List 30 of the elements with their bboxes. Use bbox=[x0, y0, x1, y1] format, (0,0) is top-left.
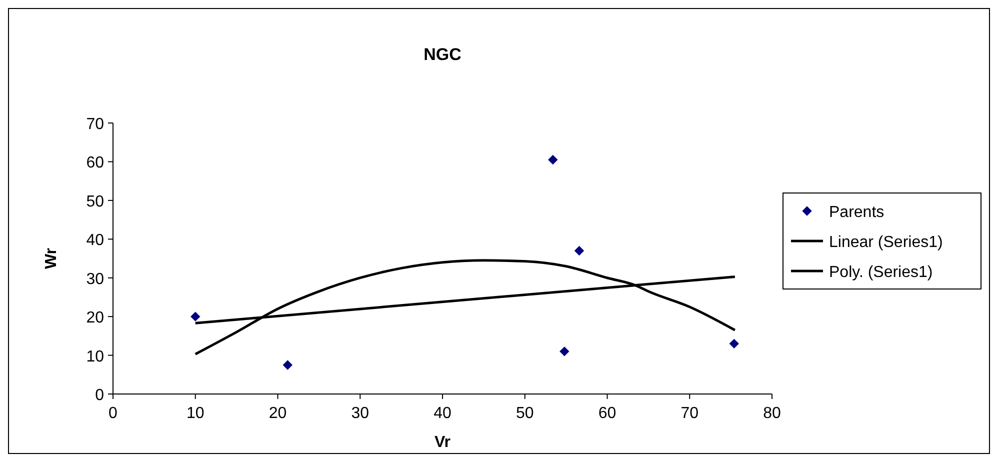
x-tick-label: 70 bbox=[680, 405, 699, 422]
y-tick-label: 40 bbox=[86, 232, 104, 250]
legend-label: Linear (Series1) bbox=[829, 234, 943, 251]
x-tick-label: 50 bbox=[516, 405, 534, 422]
legend-label: Poly. (Series1) bbox=[829, 264, 933, 281]
point bbox=[574, 246, 584, 256]
y-tick-label: 10 bbox=[86, 348, 104, 366]
point bbox=[560, 346, 570, 356]
x-tick-label: 0 bbox=[108, 405, 118, 422]
x-tick-label: 10 bbox=[186, 405, 204, 422]
y-axis-title: Wr bbox=[43, 248, 60, 270]
x-axis-title: Vr bbox=[434, 434, 451, 451]
x-tick-label: 60 bbox=[598, 405, 616, 422]
point bbox=[282, 360, 292, 370]
chart-title: NGC bbox=[424, 45, 462, 64]
y-tick-label: 60 bbox=[86, 154, 104, 172]
point bbox=[729, 338, 739, 349]
y-tick-label: 50 bbox=[86, 193, 104, 210]
x-tick-label: 80 bbox=[763, 405, 781, 422]
point bbox=[190, 312, 200, 322]
y-tick-label: 30 bbox=[86, 270, 104, 288]
y-tick-label: 70 bbox=[86, 116, 104, 133]
x-tick-label: 20 bbox=[268, 405, 287, 422]
legend-label: Parents bbox=[829, 204, 884, 221]
point bbox=[548, 154, 558, 165]
y-tick-label: 0 bbox=[95, 387, 104, 404]
x-tick-label: 30 bbox=[351, 405, 370, 422]
line-series bbox=[194, 259, 736, 356]
y-tick-label: 20 bbox=[86, 310, 104, 327]
x-tick-label: 40 bbox=[434, 405, 452, 422]
